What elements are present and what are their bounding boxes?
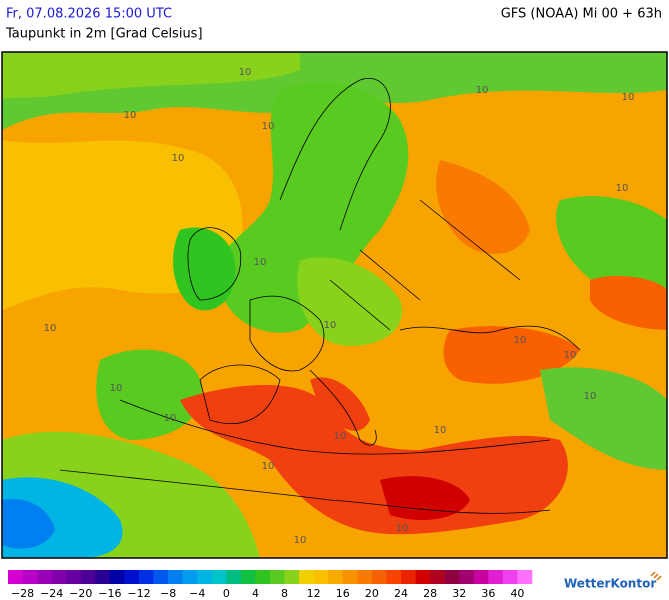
contour-label: 10	[434, 425, 447, 436]
legend-tick-label: 16	[336, 587, 350, 600]
legend-swatch	[240, 570, 256, 584]
legend-tick-label: 12	[307, 587, 321, 600]
contour-label: 10	[254, 257, 267, 268]
contour-label: 10	[124, 110, 137, 121]
legend-swatch	[517, 570, 533, 584]
legend-swatch	[415, 570, 431, 584]
legend-swatch	[37, 570, 52, 584]
map: 10 10 10 10 10 10 10 10 10 10 10 10 10 10 10 10 10 10 10 10	[1, 51, 668, 559]
contour-label: 10	[476, 85, 489, 96]
contour-label: 10	[294, 535, 307, 546]
legend-swatch	[313, 570, 329, 584]
legend-tick-label: 40	[510, 587, 524, 600]
legend-tick-label: 20	[365, 587, 379, 600]
contour-label: 10	[262, 121, 275, 132]
legend-swatch	[124, 570, 140, 584]
legend-swatch	[459, 570, 475, 584]
contour-label: 10	[44, 323, 57, 334]
legend-swatch	[182, 570, 198, 584]
contour-label: 10	[616, 183, 629, 194]
legend-swatch	[488, 570, 504, 584]
legend-tick-label: −4	[189, 587, 205, 600]
legend-swatch	[139, 570, 154, 584]
legend-swatch	[197, 570, 213, 584]
legend-tick-label: 28	[423, 587, 437, 600]
legend-swatch	[95, 570, 111, 584]
brand-icon	[650, 571, 662, 581]
contour-label: 10	[334, 431, 347, 442]
legend-swatch	[444, 570, 460, 584]
legend-swatch	[357, 570, 373, 584]
legend-swatch	[8, 570, 23, 584]
legend-tick-label: 4	[252, 587, 259, 600]
legend-tick-label: 32	[452, 587, 466, 600]
contour-label: 10	[239, 67, 252, 78]
legend-tick-label: −28	[11, 587, 34, 600]
legend-swatch	[270, 570, 285, 584]
legend-swatch	[66, 570, 82, 584]
legend-swatch	[153, 570, 169, 584]
legend-swatch	[299, 570, 314, 584]
contour-label: 10	[164, 413, 177, 424]
brand-logo: WetterKontor	[564, 577, 656, 591]
forecast-time: Fr, 07.08.2026 15:00 UTC	[6, 7, 172, 22]
legend-swatch	[80, 570, 96, 584]
color-legend: −28 −24 −20 −16 −12 −8 −4 0 4 8 12 16 20 24 28 32 36 40	[8, 570, 533, 600]
legend-swatch	[342, 570, 358, 584]
legend-swatch	[168, 570, 183, 584]
legend-swatch	[328, 570, 344, 584]
legend-swatch	[211, 570, 227, 584]
legend-swatch	[473, 570, 489, 584]
legend-swatch	[255, 570, 271, 584]
contour-label: 10	[172, 153, 185, 164]
legend-swatch	[371, 570, 387, 584]
contour-label: 10	[584, 391, 597, 402]
legend-swatch	[386, 570, 402, 584]
legend-swatch	[401, 570, 416, 584]
legend-swatch	[51, 570, 67, 584]
legend-tick-label: 0	[223, 587, 230, 600]
map-frame	[1, 51, 668, 559]
legend-tick-label: −12	[127, 587, 150, 600]
legend-swatch	[502, 570, 518, 584]
contour-label: 10	[262, 461, 275, 472]
legend-swatch	[226, 570, 242, 584]
contour-label: 10	[396, 523, 409, 534]
legend-tick-label: −16	[98, 587, 121, 600]
contour-label: 10	[564, 350, 577, 361]
contour-label: 10	[622, 92, 635, 103]
legend-swatch	[284, 570, 300, 584]
contour-label: 10	[324, 320, 337, 331]
legend-tick-label: 8	[281, 587, 288, 600]
legend-swatch	[22, 570, 38, 584]
contour-label: 10	[514, 335, 527, 346]
parameter-title: Taupunkt in 2m [Grad Celsius]	[5, 27, 203, 42]
legend-swatch	[109, 570, 125, 584]
contour-label: 10	[110, 383, 123, 394]
legend-tick-label: −24	[40, 587, 63, 600]
legend-tick-label: −20	[69, 587, 92, 600]
legend-tick-label: −8	[160, 587, 176, 600]
legend-tick-label: 36	[481, 587, 495, 600]
legend-tick-label: 24	[394, 587, 408, 600]
legend-swatch	[430, 570, 445, 584]
model-run: GFS (NOAA) Mi 00 + 63h	[501, 7, 662, 22]
